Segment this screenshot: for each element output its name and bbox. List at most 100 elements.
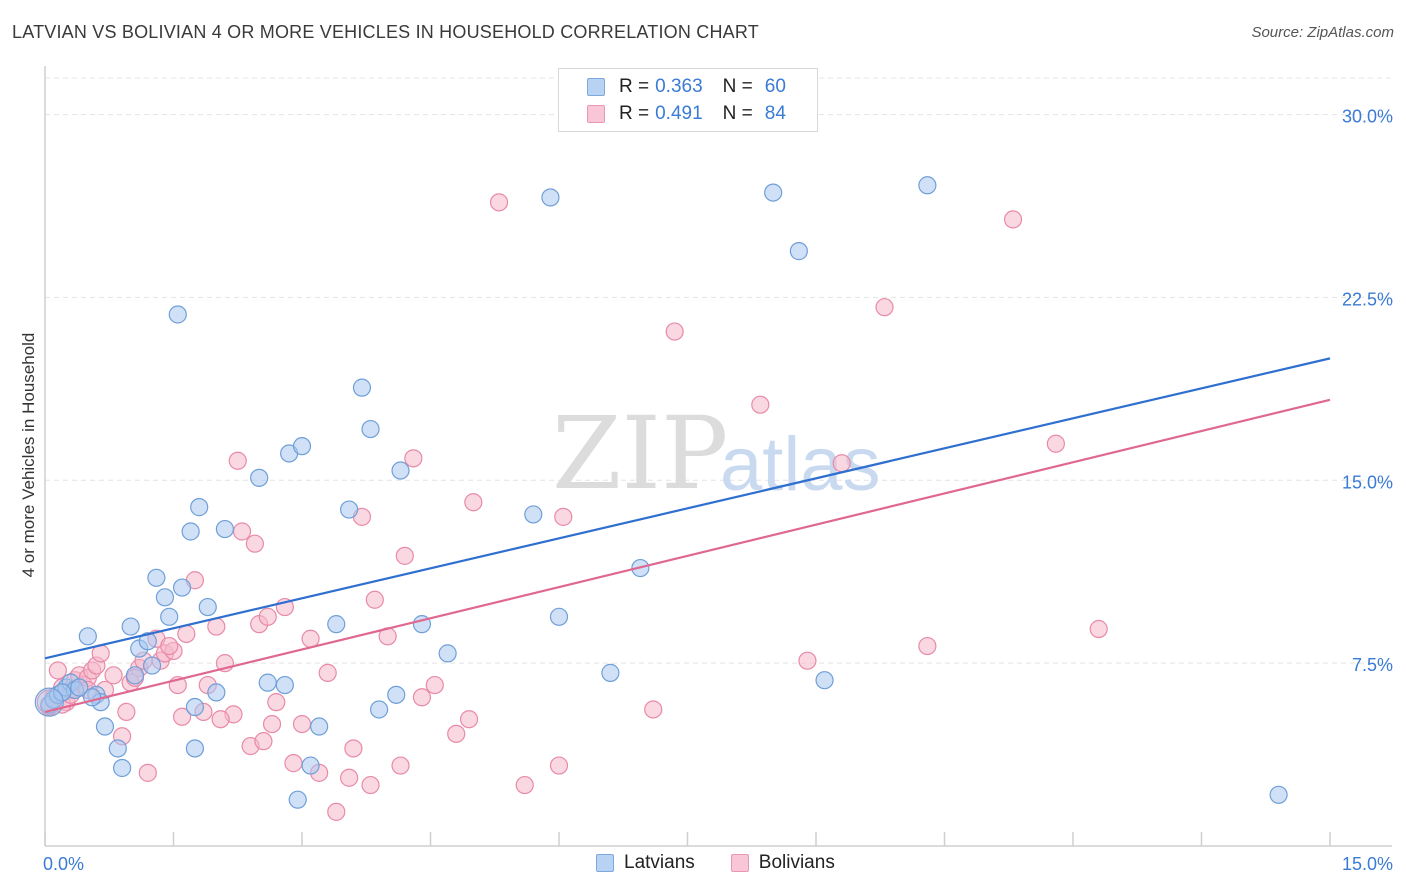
n-label: N = (722, 76, 753, 97)
latvian-point (764, 183, 783, 202)
correlation-legend: R = 0.363 N = 60 R = 0.491 N = 84 (558, 68, 818, 132)
latvian-point (138, 632, 157, 651)
latvian-points (34, 176, 1288, 809)
bolivian-point (918, 636, 937, 656)
bolivian-point (1046, 434, 1065, 453)
tick-labels: 7.5% 15.0% 22.5% 30.0% 0.0% 15.0% (43, 107, 1393, 874)
series-legend: Latvians Bolivians (596, 852, 871, 874)
latvian-point (198, 597, 217, 617)
r-label: R = (619, 76, 650, 97)
trend-lines (44, 357, 1331, 713)
bolivian-point (172, 707, 192, 726)
bolivian-point (425, 675, 444, 695)
bolivian-point (798, 651, 817, 670)
n-label: N = (722, 103, 753, 124)
bolivian-point (232, 522, 252, 541)
bolivian-point (447, 724, 466, 743)
latvian-point (310, 717, 329, 736)
latvian-point (160, 607, 179, 626)
latvian-point (340, 500, 359, 519)
chart-title: LATVIAN VS BOLIVIAN 4 OR MORE VEHICLES I… (12, 22, 759, 42)
latvian-point (918, 176, 937, 195)
latvian-point (83, 688, 102, 707)
y-tick-label: 30.0% (1342, 107, 1393, 127)
bolivian-trend-line (44, 398, 1331, 713)
bolivian-point (554, 507, 573, 526)
latvian-point (1269, 785, 1288, 804)
latvian-point (108, 739, 127, 758)
y-tick-label: 15.0% (1342, 472, 1393, 492)
latvian-point (391, 461, 410, 480)
bolivian-point (1003, 210, 1023, 229)
latvian-point (168, 305, 187, 324)
bolivian-point (327, 802, 346, 821)
n-value: 84 (764, 103, 786, 124)
legend-item-latvians[interactable]: Latvians (596, 852, 695, 874)
latvian-point (147, 568, 166, 587)
bolivian-point (292, 714, 312, 734)
bolivian-point (1089, 619, 1108, 639)
latvian-point (70, 678, 89, 697)
bolivian-point (361, 775, 380, 795)
bolivian-point (412, 688, 432, 707)
bolivian-point (301, 629, 320, 648)
bolivian-point (245, 534, 264, 553)
bolivian-point (459, 710, 479, 729)
latvian-point (95, 717, 115, 736)
r-value: 0.491 (655, 103, 703, 124)
bolivian-point (104, 666, 123, 685)
bolivian-point (284, 754, 303, 773)
x-tick-label: 15.0% (1342, 854, 1393, 874)
bolivian-point (267, 693, 286, 712)
latvian-point (387, 685, 406, 704)
bolivian-swatch (730, 854, 749, 872)
latvian-point (190, 498, 209, 517)
bolivian-point (365, 590, 384, 609)
bolivian-point (117, 702, 136, 722)
latvian-point (524, 505, 543, 524)
bolivian-point (340, 768, 359, 787)
latvian-point (789, 242, 808, 261)
bolivian-point (211, 710, 230, 729)
latvian-point (292, 437, 312, 456)
latvian-point (258, 673, 277, 692)
grid-lines (45, 77, 1392, 664)
legend-item-bolivians[interactable]: Bolivians (730, 852, 835, 874)
watermark-atlas: atlas (720, 422, 881, 507)
y-axis-label: 4 or more Vehicles in Household (19, 333, 38, 578)
bolivian-swatch (587, 105, 605, 123)
latvian-point (181, 522, 200, 541)
bolivian-point (160, 636, 179, 656)
latvian-point (185, 697, 205, 717)
bolivian-point (48, 661, 67, 680)
bolivian-point (228, 451, 247, 470)
bolivian-point (549, 756, 569, 775)
latvian-swatch (596, 854, 614, 872)
bolivian-point (138, 763, 157, 782)
y-tick-label: 7.5% (1352, 655, 1393, 675)
latvian-point (352, 378, 372, 397)
latvian-point (215, 519, 234, 539)
legend-label-latvians: Latvians (624, 852, 695, 873)
latvian-point (288, 790, 307, 809)
y-tick-label: 22.5% (1342, 289, 1393, 309)
latvian-point (172, 578, 192, 597)
bolivian-point (832, 454, 851, 473)
legend-label-bolivians: Bolivians (758, 852, 835, 873)
latvian-swatch (587, 78, 605, 96)
axes (44, 66, 1392, 847)
latvian-point (541, 188, 560, 207)
bolivian-point (515, 775, 534, 795)
bolivian-point (751, 395, 770, 414)
bolivian-point (177, 624, 196, 643)
x-tick-label: 0.0% (43, 854, 84, 874)
bolivian-point (404, 449, 423, 468)
latvian-trend-line (44, 357, 1331, 660)
latvian-point (438, 644, 457, 663)
latvian-point (327, 615, 346, 634)
r-value: 0.363 (655, 76, 703, 97)
bolivian-point (262, 714, 282, 734)
bolivian-point (318, 663, 337, 682)
bolivian-point (489, 193, 509, 212)
